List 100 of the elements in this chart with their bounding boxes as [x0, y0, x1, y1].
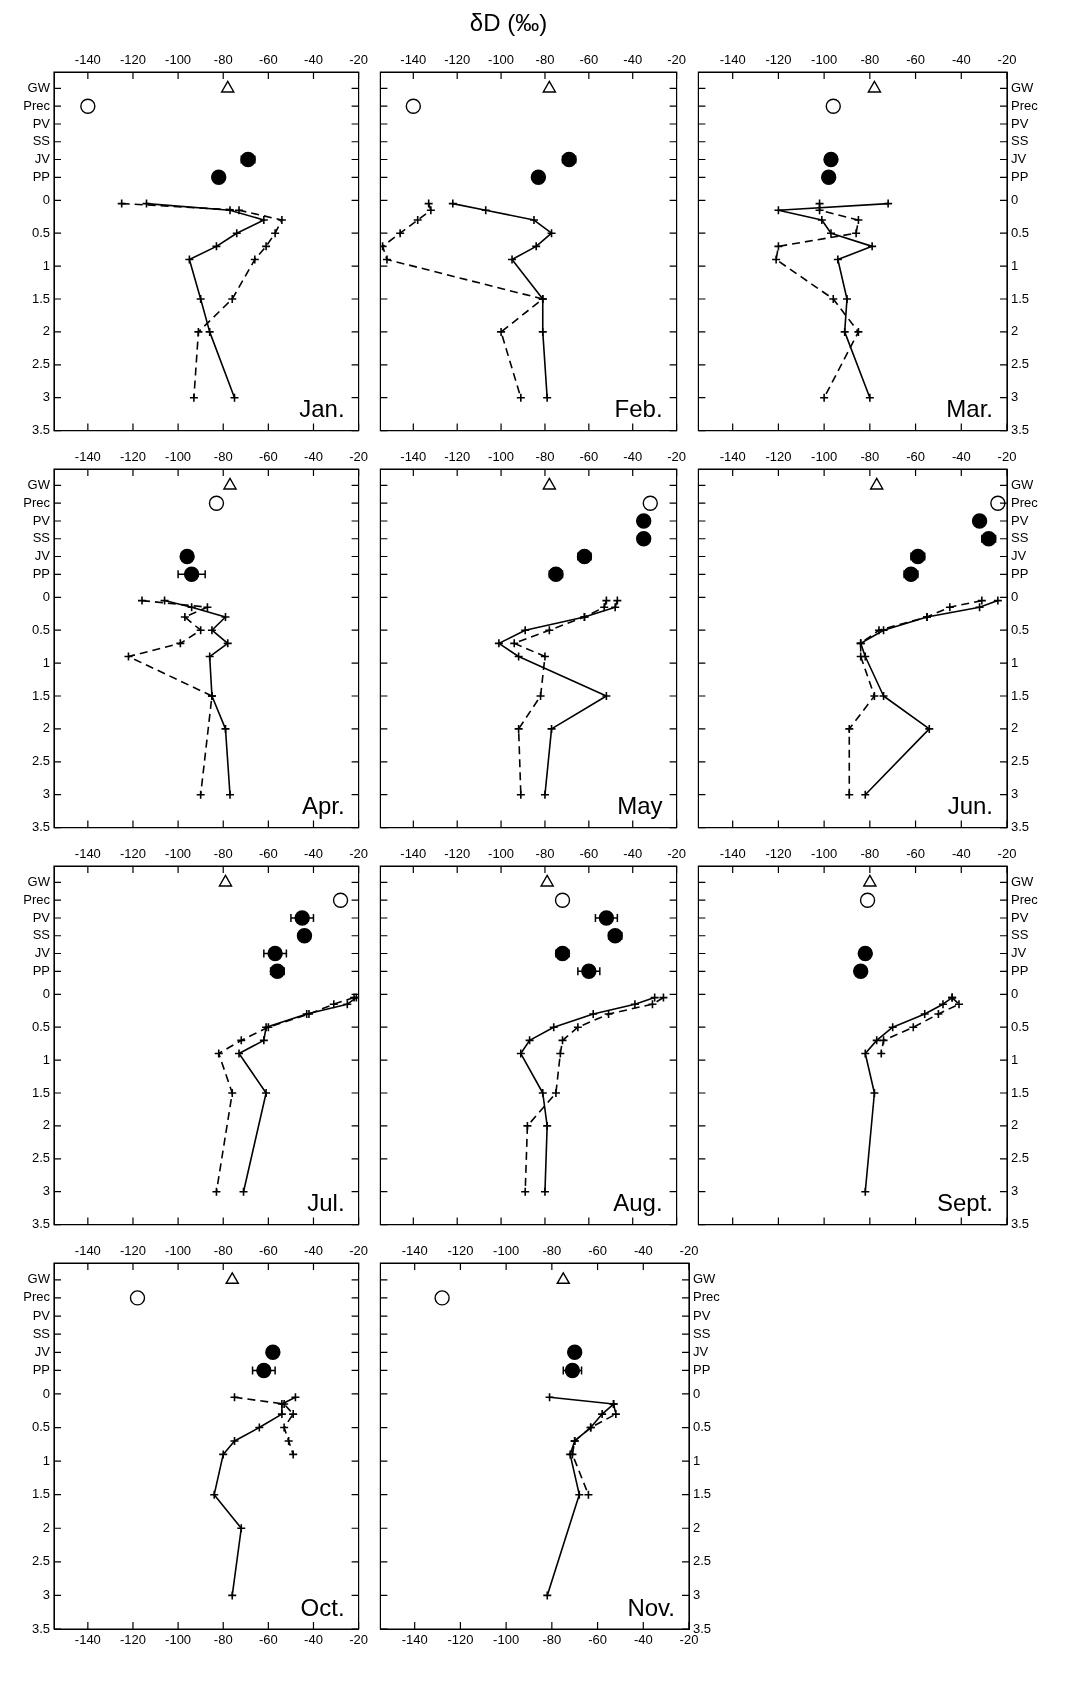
y-tick-label: 2	[693, 1519, 701, 1535]
x-tick-label: -60	[258, 845, 278, 861]
point	[817, 215, 827, 225]
y-tick-label: 0.5	[31, 1018, 50, 1034]
y-tick-label: 0.5	[1011, 1018, 1030, 1034]
point	[412, 215, 423, 225]
point	[530, 169, 547, 185]
y-tick-label: 3	[1011, 786, 1019, 802]
point	[261, 1088, 271, 1098]
x-tick-label: -40	[623, 51, 643, 67]
x-tick-label: -40	[304, 845, 323, 861]
y-tick-label: 0.5	[31, 1419, 50, 1435]
y-tick-label: JV	[693, 1343, 709, 1359]
point	[859, 892, 876, 908]
point	[630, 999, 640, 1009]
y-tick-label: PV	[1011, 512, 1029, 528]
point	[496, 327, 506, 337]
y-tick-label: 2.5	[693, 1553, 712, 1569]
x-tick-label: -80	[535, 51, 555, 67]
y-tick-label: 2.5	[31, 1150, 50, 1166]
point	[938, 999, 948, 1009]
x2-tick-label: -80	[213, 1242, 233, 1258]
point	[211, 169, 227, 185]
point	[548, 1022, 559, 1033]
y-tick-label: PP	[1011, 565, 1029, 581]
y-tick-label: 3	[42, 786, 50, 802]
point	[395, 228, 405, 239]
point	[611, 1409, 621, 1419]
y-tick-label: PP	[32, 962, 50, 978]
x-tick-label: -140	[719, 448, 746, 464]
point	[542, 1121, 552, 1131]
y-tick-label: 3.5	[31, 1216, 50, 1232]
point	[537, 327, 548, 337]
point	[259, 215, 269, 225]
point	[844, 789, 855, 800]
y-tick-label: 1	[1011, 654, 1019, 670]
point	[642, 495, 658, 511]
y-tick-label: PV	[32, 512, 51, 528]
x-tick-label: -60	[258, 448, 278, 464]
point	[267, 945, 283, 962]
x-tick-label: -120	[444, 448, 471, 464]
x-tick-label: -80	[542, 1632, 562, 1648]
y-tick-label: 0	[693, 1385, 701, 1401]
y-tick-label: GW	[1011, 874, 1035, 890]
x-tick-label: -140	[401, 1632, 428, 1648]
y-tick-label: GW	[27, 80, 51, 96]
point	[908, 1022, 919, 1033]
point	[990, 495, 1006, 511]
x-tick-label: -120	[765, 448, 792, 464]
y-tick-label: SS	[1011, 530, 1029, 546]
text: Apr.	[301, 792, 345, 820]
x2-tick-label: -120	[447, 1242, 474, 1258]
point	[207, 625, 217, 636]
y-tick-label: 2.5	[31, 356, 50, 372]
x-tick-label: -140	[74, 845, 101, 861]
y-tick-label: 1.5	[31, 687, 50, 703]
text: Oct.	[300, 1593, 345, 1621]
point	[234, 205, 244, 215]
x-tick-label: -20	[349, 51, 368, 67]
x-tick-label: -40	[623, 448, 643, 464]
x2-tick-label: -60	[588, 1242, 607, 1258]
y-tick-label: Prec	[23, 1289, 51, 1305]
x-tick-label: -100	[165, 845, 192, 861]
point	[551, 1088, 561, 1098]
point	[236, 1523, 247, 1534]
point	[265, 1344, 281, 1361]
y-tick-label: 1	[693, 1452, 701, 1468]
y-tick-label: 1	[42, 1452, 50, 1468]
y-tick-label: 1.5	[1011, 1084, 1030, 1100]
point	[851, 228, 861, 239]
x-tick-label: -100	[811, 51, 838, 67]
y-tick-label: PP	[1011, 962, 1029, 978]
point	[828, 294, 839, 304]
x-tick-label: -120	[119, 1632, 146, 1648]
x2-tick-label: -140	[74, 1242, 101, 1258]
point	[588, 1009, 599, 1019]
y-tick-label: GW	[1011, 477, 1035, 493]
y-tick-label: PP	[1011, 168, 1029, 184]
y-tick-label: JV	[34, 1343, 51, 1359]
y-tick-label: 0	[1011, 191, 1019, 207]
x-tick-label: -100	[488, 448, 515, 464]
point	[220, 80, 235, 93]
x-tick-label: -100	[811, 845, 838, 861]
y-tick-label: 2.5	[1011, 753, 1030, 769]
x-tick-label: -80	[213, 51, 233, 67]
y-tick-label: SS	[32, 530, 51, 546]
point	[225, 789, 235, 800]
point	[434, 1290, 450, 1306]
x-tick-label: -60	[258, 51, 278, 67]
x-tick-label: -140	[719, 845, 746, 861]
point	[819, 392, 829, 403]
x-tick-label: -20	[667, 448, 686, 464]
point	[863, 874, 877, 887]
point	[256, 1362, 272, 1379]
point	[405, 98, 422, 114]
y-tick-label: 0.5	[31, 224, 50, 240]
y-tick-label: 0.5	[1011, 621, 1030, 637]
x-tick-label: -120	[765, 51, 792, 67]
point	[183, 566, 200, 582]
x-tick-label: -40	[951, 845, 971, 861]
